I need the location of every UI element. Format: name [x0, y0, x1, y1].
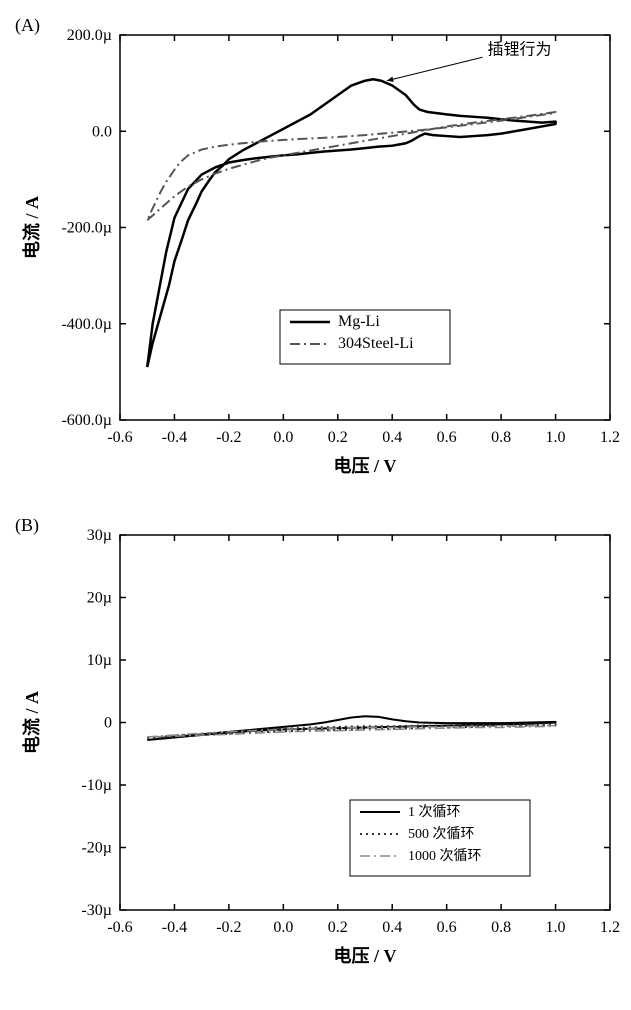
svg-text:1.2: 1.2 [600, 919, 620, 936]
chart-b: -0.6 -0.4 -0.2 0.0 0.2 0.4 0.6 0.8 1.0 1.2 -30µ -20… [10, 510, 630, 980]
svg-text:-0.6: -0.6 [107, 919, 132, 936]
panel-a-label: (A) [15, 15, 40, 36]
svg-text:插锂行为: 插锂行为 [488, 40, 552, 58]
svg-text:电流 / A: 电流 / A [21, 691, 42, 754]
svg-text:20µ: 20µ [87, 590, 112, 607]
svg-text:0.8: 0.8 [491, 919, 511, 936]
panel-b: (B) -0.6 -0.4 -0.2 0.0 0.2 0.4 0.6 0.8 1.0 1.2 -30… [10, 510, 631, 980]
svg-text:电压 / V: 电压 / V [334, 945, 397, 966]
svg-text:1.2: 1.2 [600, 429, 620, 446]
svg-text:304Steel-Li: 304Steel-Li [338, 335, 414, 352]
chart-a: -0.6 -0.4 -0.2 0.0 0.2 0.4 0.6 0.8 1.0 1.2 -600.0µ… [10, 10, 630, 490]
svg-text:0.6: 0.6 [437, 429, 457, 446]
svg-text:1 次循环: 1 次循环 [408, 804, 461, 820]
svg-text:-200.0µ: -200.0µ [61, 220, 112, 237]
svg-text:-0.6: -0.6 [107, 429, 132, 446]
svg-text:0.2: 0.2 [328, 919, 348, 936]
svg-text:电压 / V: 电压 / V [334, 455, 397, 476]
svg-text:-0.2: -0.2 [216, 919, 241, 936]
svg-text:-400.0µ: -400.0µ [61, 316, 112, 333]
svg-text:500 次循环: 500 次循环 [408, 826, 475, 842]
svg-text:0.0: 0.0 [273, 429, 293, 446]
svg-text:0.4: 0.4 [382, 919, 402, 936]
svg-text:1000 次循环: 1000 次循环 [408, 848, 482, 864]
svg-text:1.0: 1.0 [546, 919, 566, 936]
svg-text:-0.4: -0.4 [162, 429, 187, 446]
svg-text:0.0: 0.0 [92, 123, 112, 140]
svg-text:-0.2: -0.2 [216, 429, 241, 446]
svg-text:1.0: 1.0 [546, 429, 566, 446]
svg-text:Mg-Li: Mg-Li [338, 313, 380, 330]
svg-text:-0.4: -0.4 [162, 919, 187, 936]
svg-text:-10µ: -10µ [81, 777, 112, 794]
svg-text:0.0: 0.0 [273, 919, 293, 936]
svg-text:-600.0µ: -600.0µ [61, 412, 112, 429]
panel-b-label: (B) [15, 515, 39, 536]
svg-text:0: 0 [104, 715, 112, 732]
panel-a: (A) -0.6 -0.4 -0.2 0.0 0.2 0.4 0.6 0.8 1.0 1.2 -60… [10, 10, 631, 490]
svg-text:0.2: 0.2 [328, 429, 348, 446]
svg-text:0.6: 0.6 [437, 919, 457, 936]
svg-text:电流 / A: 电流 / A [21, 196, 42, 259]
svg-text:200.0µ: 200.0µ [67, 27, 112, 44]
svg-text:-20µ: -20µ [81, 840, 112, 857]
svg-text:0.4: 0.4 [382, 429, 402, 446]
svg-text:-30µ: -30µ [81, 902, 112, 919]
svg-text:30µ: 30µ [87, 527, 112, 544]
svg-text:0.8: 0.8 [491, 429, 511, 446]
svg-text:10µ: 10µ [87, 652, 112, 669]
